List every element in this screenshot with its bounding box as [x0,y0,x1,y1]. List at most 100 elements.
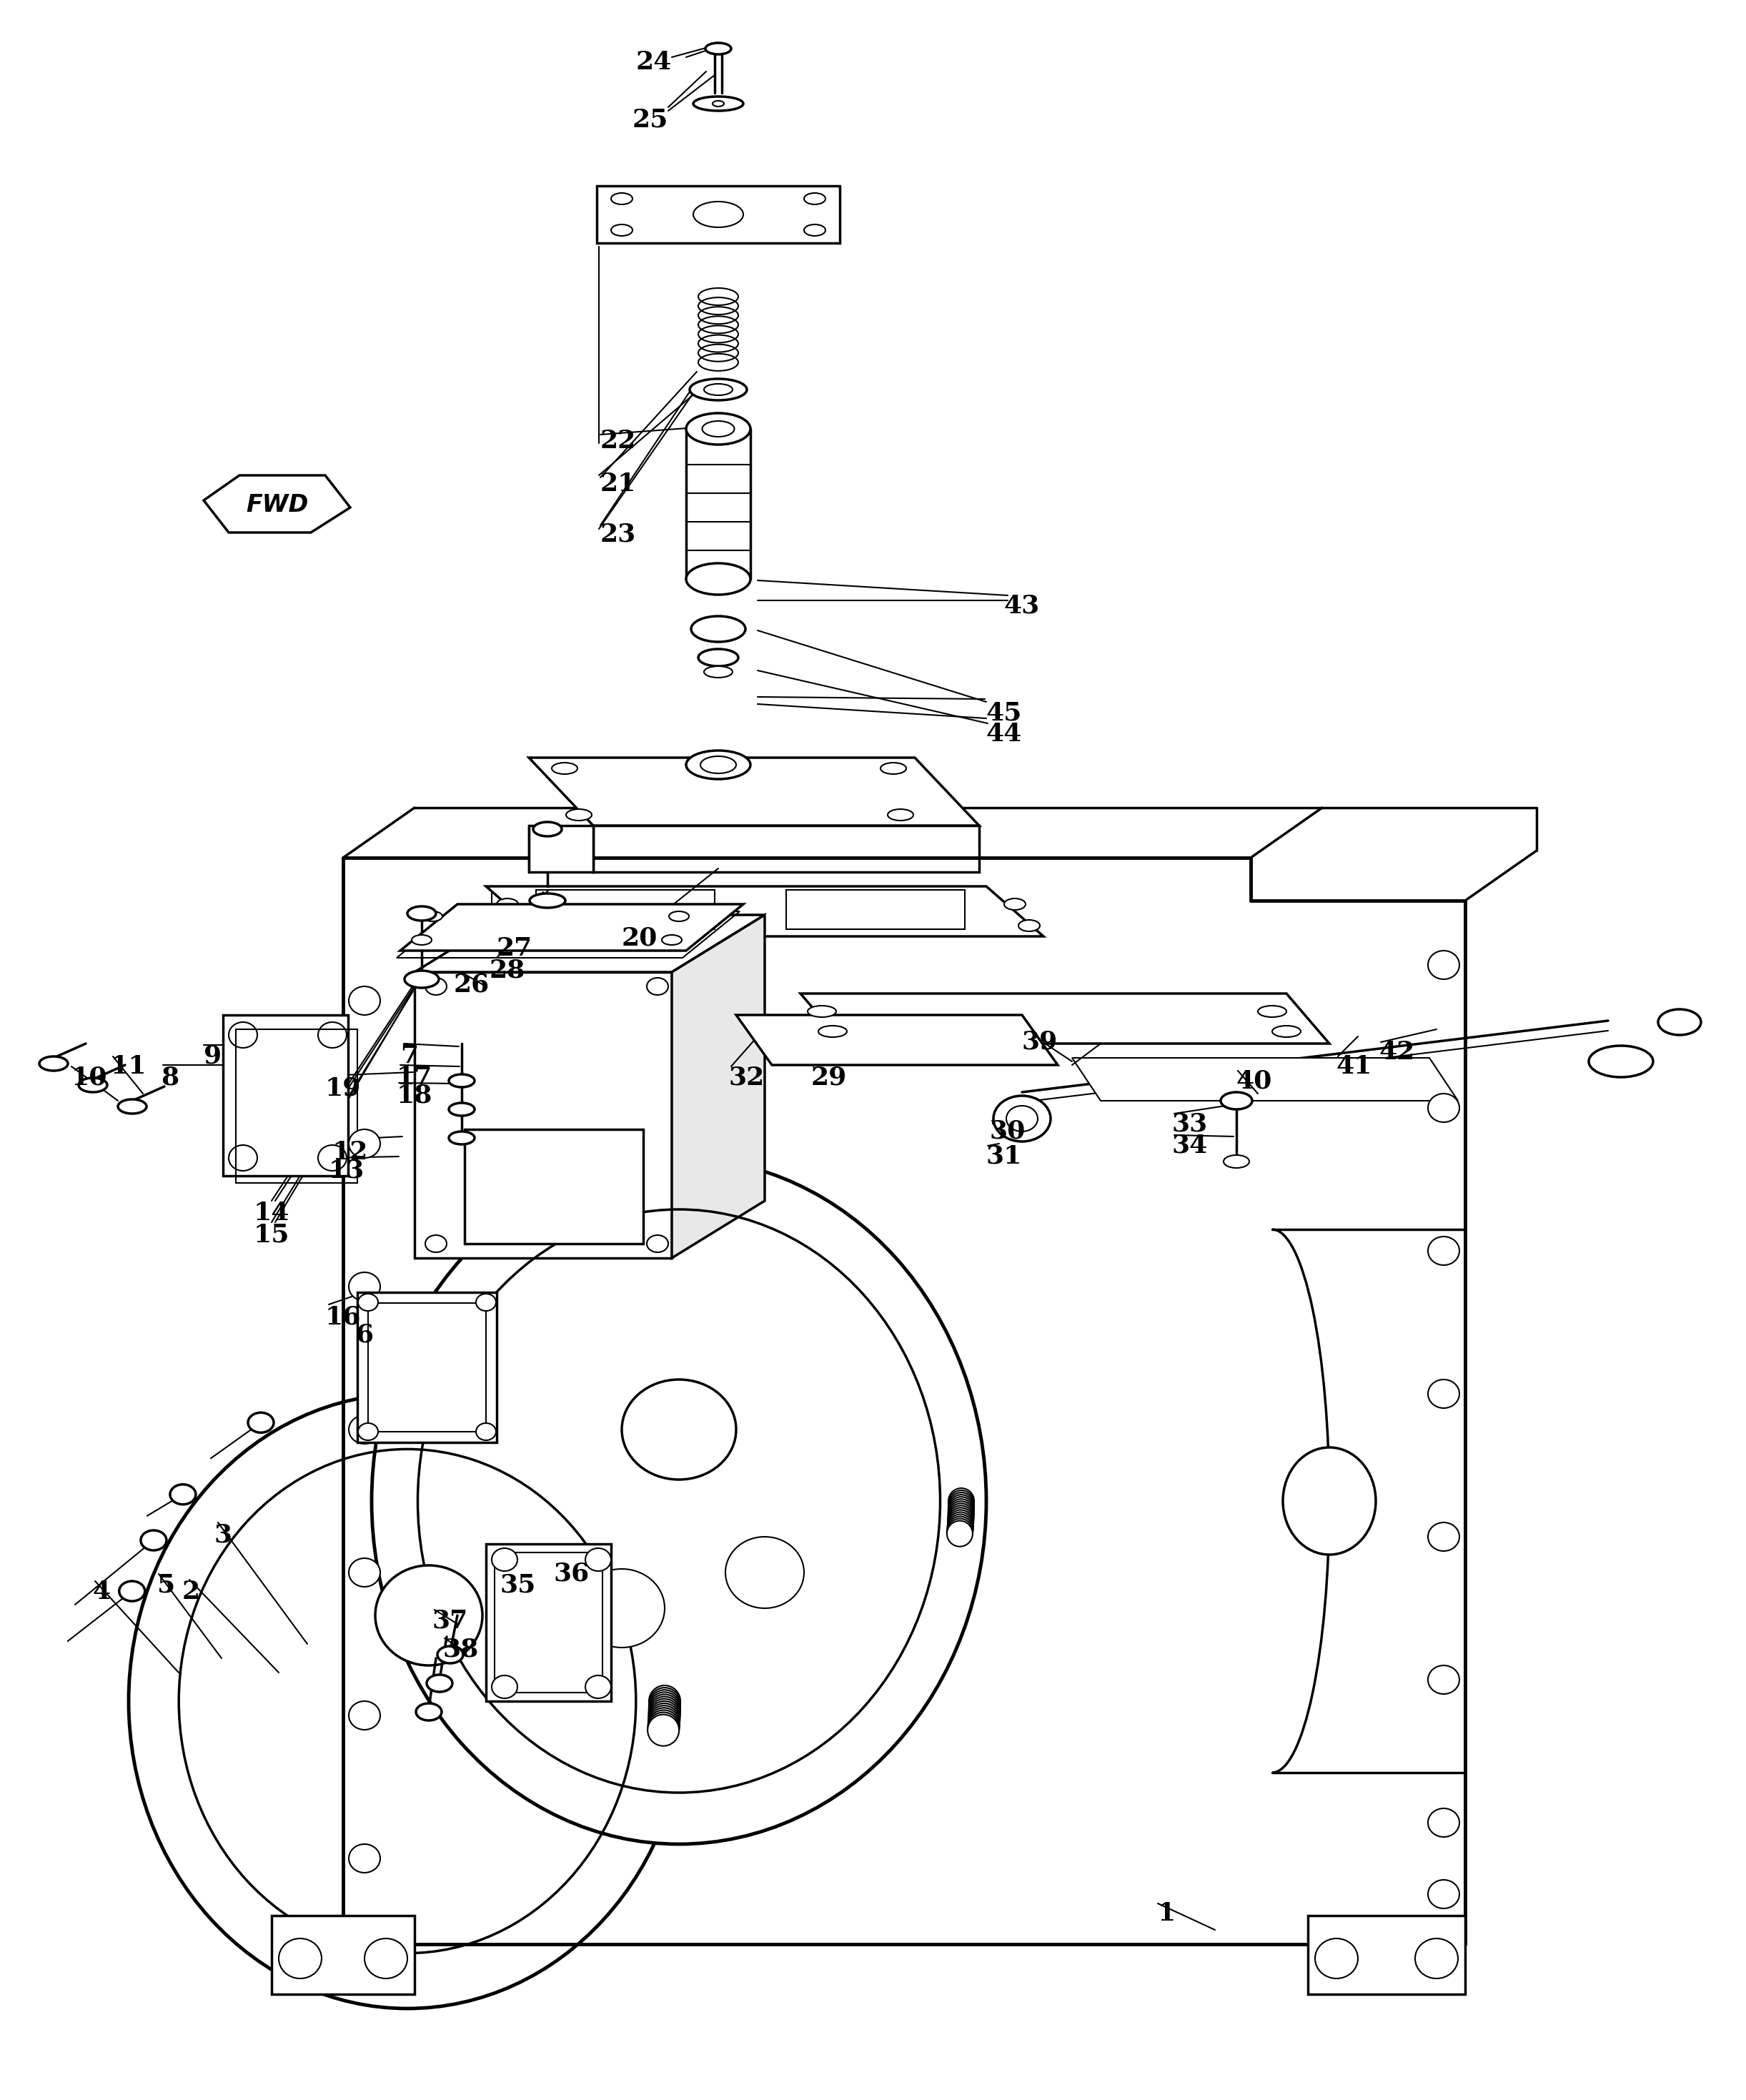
Ellipse shape [948,1495,974,1520]
Ellipse shape [702,420,735,437]
Ellipse shape [248,1413,274,1432]
Ellipse shape [819,1025,847,1037]
Text: 32: 32 [730,1065,765,1090]
Polygon shape [737,1014,1058,1065]
Text: 25: 25 [632,107,669,132]
Ellipse shape [1589,1046,1653,1077]
Ellipse shape [803,193,826,204]
Text: 20: 20 [622,926,658,949]
Ellipse shape [948,1508,974,1533]
Ellipse shape [426,979,447,995]
Ellipse shape [580,1569,665,1649]
Ellipse shape [349,1844,381,1873]
Ellipse shape [686,414,751,445]
Ellipse shape [648,1714,679,1745]
Text: 3: 3 [215,1522,232,1548]
Ellipse shape [1428,1522,1460,1552]
Ellipse shape [650,1699,681,1730]
Ellipse shape [1659,1010,1701,1035]
Ellipse shape [648,1701,679,1732]
Ellipse shape [948,1510,974,1535]
Text: 15: 15 [253,1222,290,1247]
Ellipse shape [349,1415,381,1445]
Ellipse shape [704,384,733,395]
Ellipse shape [1257,1006,1287,1016]
Ellipse shape [622,1380,737,1480]
Text: 1: 1 [1158,1900,1175,1926]
Ellipse shape [946,1518,973,1543]
Ellipse shape [1428,1237,1460,1264]
Text: 35: 35 [501,1573,536,1596]
Polygon shape [800,993,1329,1044]
Ellipse shape [948,1514,973,1539]
Bar [536,890,714,928]
Ellipse shape [704,666,733,678]
Ellipse shape [808,1006,836,1016]
Ellipse shape [229,1144,257,1172]
Text: 41: 41 [1336,1054,1372,1079]
Ellipse shape [1414,1938,1458,1978]
Ellipse shape [650,1688,681,1720]
Polygon shape [485,1543,611,1701]
Ellipse shape [803,225,826,235]
Ellipse shape [318,1023,347,1048]
Ellipse shape [669,911,690,922]
Ellipse shape [648,1705,679,1737]
Polygon shape [529,758,980,825]
Ellipse shape [1283,1447,1376,1554]
Ellipse shape [1428,1808,1460,1838]
Text: 18: 18 [396,1084,433,1107]
Ellipse shape [700,756,737,773]
Text: 42: 42 [1379,1040,1416,1065]
Ellipse shape [407,907,436,920]
Text: 13: 13 [328,1157,365,1182]
Text: 7: 7 [400,1044,419,1069]
Text: 22: 22 [601,428,636,454]
Text: 9: 9 [204,1044,222,1069]
Ellipse shape [1428,951,1460,979]
Ellipse shape [141,1531,166,1550]
Text: 17: 17 [396,1065,433,1090]
Text: 28: 28 [489,958,526,983]
Text: 30: 30 [990,1119,1027,1142]
Ellipse shape [477,1294,496,1310]
Ellipse shape [948,1504,974,1529]
Text: 37: 37 [433,1609,468,1632]
Text: 21: 21 [601,473,636,496]
Ellipse shape [372,1157,986,1844]
Ellipse shape [512,920,533,930]
Polygon shape [414,916,765,972]
Ellipse shape [611,225,632,235]
Text: 8: 8 [161,1065,178,1090]
Polygon shape [400,905,744,951]
Ellipse shape [1224,1155,1250,1168]
Text: 45: 45 [986,701,1021,724]
Ellipse shape [405,970,438,987]
Ellipse shape [279,1938,321,1978]
Text: 33: 33 [1172,1111,1208,1136]
Ellipse shape [449,1102,475,1115]
Text: 4: 4 [93,1579,110,1604]
Ellipse shape [412,934,431,945]
Text: 29: 29 [812,1065,847,1090]
Text: 38: 38 [443,1636,478,1661]
Ellipse shape [349,1558,381,1588]
Text: 36: 36 [553,1562,590,1586]
Ellipse shape [1220,1092,1252,1109]
Ellipse shape [492,1548,517,1571]
Ellipse shape [1428,1094,1460,1121]
Text: 12: 12 [332,1140,368,1163]
Ellipse shape [1273,1025,1301,1037]
Ellipse shape [79,1077,107,1092]
Text: 23: 23 [601,521,636,546]
Ellipse shape [650,1695,681,1726]
Ellipse shape [690,378,747,401]
Ellipse shape [129,1394,686,2008]
Ellipse shape [349,987,381,1014]
Ellipse shape [349,1701,381,1730]
Ellipse shape [725,1537,803,1609]
Polygon shape [672,916,765,1258]
Text: FWD: FWD [246,493,309,517]
Ellipse shape [229,1023,257,1048]
Polygon shape [204,475,351,533]
